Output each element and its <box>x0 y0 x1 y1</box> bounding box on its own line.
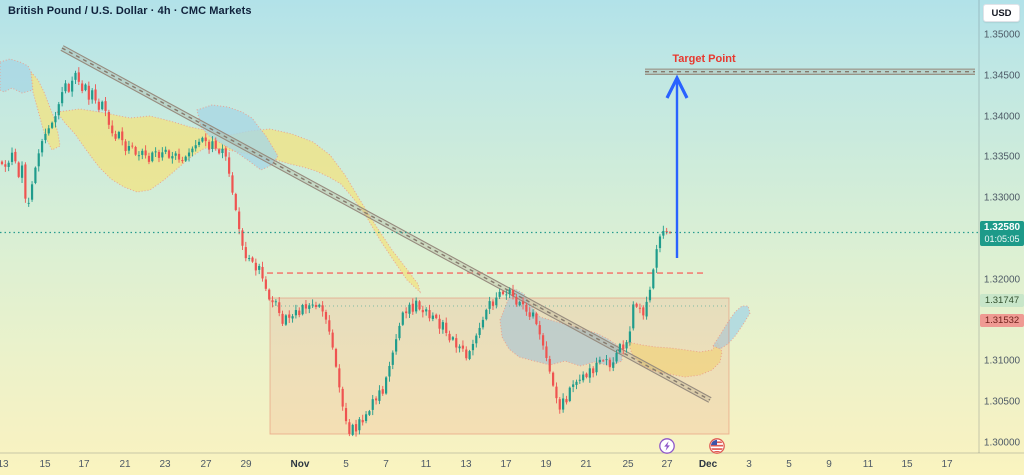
projection-arrow[interactable] <box>665 74 689 259</box>
time-axis-label: 13 <box>0 459 9 470</box>
time-axis-label: 9 <box>826 459 832 470</box>
time-axis-label: 5 <box>786 459 792 470</box>
price-axis[interactable]: 1.35000 1.34500 1.34000 1.33500 1.33000 1.320… <box>980 0 1024 453</box>
time-axis-label: Nov <box>290 459 310 470</box>
time-axis-label: 21 <box>119 459 131 470</box>
symbol-title: British Pound / U.S. Dollar · 4h · CMC M… <box>8 5 252 17</box>
descending-trendline[interactable] <box>60 45 712 403</box>
time-axis-label: 17 <box>941 459 953 470</box>
current-price-value: 1.32580 <box>983 222 1021 234</box>
time-axis-label: Dec <box>698 459 718 470</box>
axis-separators <box>0 0 1024 454</box>
price-axis-label: 1.30000 <box>983 437 1021 449</box>
price-axis-label: 1.35000 <box>983 29 1021 41</box>
time-axis-label: 27 <box>200 459 212 470</box>
time-axis-label: 27 <box>661 459 673 470</box>
price-axis-label: 1.34000 <box>983 111 1021 123</box>
candles <box>0 67 672 437</box>
supply-demand-zone[interactable] <box>269 297 730 435</box>
time-axis-label: 29 <box>240 459 252 470</box>
price-axis-label: 1.30500 <box>983 396 1021 408</box>
us-flag-event-icon[interactable] <box>709 438 725 454</box>
time-axis-label: 15 <box>901 459 913 470</box>
time-axis-label: 11 <box>862 459 874 470</box>
time-axis-label: 23 <box>159 459 171 470</box>
price-axis-label: 1.32000 <box>983 274 1021 286</box>
time-axis-label: 17 <box>78 459 90 470</box>
time-axis-label: 3 <box>746 459 752 470</box>
time-axis-label: 17 <box>500 459 512 470</box>
price-axis-label: 1.33500 <box>983 151 1021 163</box>
level-lines <box>267 272 729 307</box>
time-axis-label: 7 <box>383 459 389 470</box>
bar-countdown: 01:05:05 <box>984 234 1020 245</box>
target-price-line[interactable] <box>645 68 975 75</box>
time-axis-label: 15 <box>39 459 51 470</box>
lightning-event-icon[interactable] <box>659 438 675 454</box>
time-axis-label: 11 <box>420 459 432 470</box>
tenkan-price-badge: 1.31532 <box>980 313 1024 327</box>
price-axis-label: 1.33000 <box>983 192 1021 204</box>
time-axis-label: 13 <box>460 459 472 470</box>
kijun-price-badge: 1.31747 <box>980 293 1024 307</box>
price-axis-label: 1.31000 <box>983 355 1021 367</box>
price-axis-label: 1.34500 <box>983 70 1021 82</box>
time-axis-label: 21 <box>580 459 592 470</box>
ichimoku-cloud <box>0 58 751 378</box>
time-axis-label: 19 <box>540 459 552 470</box>
time-axis-label: 25 <box>622 459 634 470</box>
time-axis-label: 5 <box>343 459 349 470</box>
current-price-badge: 1.32580 01:05:05 <box>980 221 1024 247</box>
currency-toggle-button[interactable]: USD <box>983 4 1020 22</box>
target-point-label[interactable]: Target Point <box>672 53 736 65</box>
